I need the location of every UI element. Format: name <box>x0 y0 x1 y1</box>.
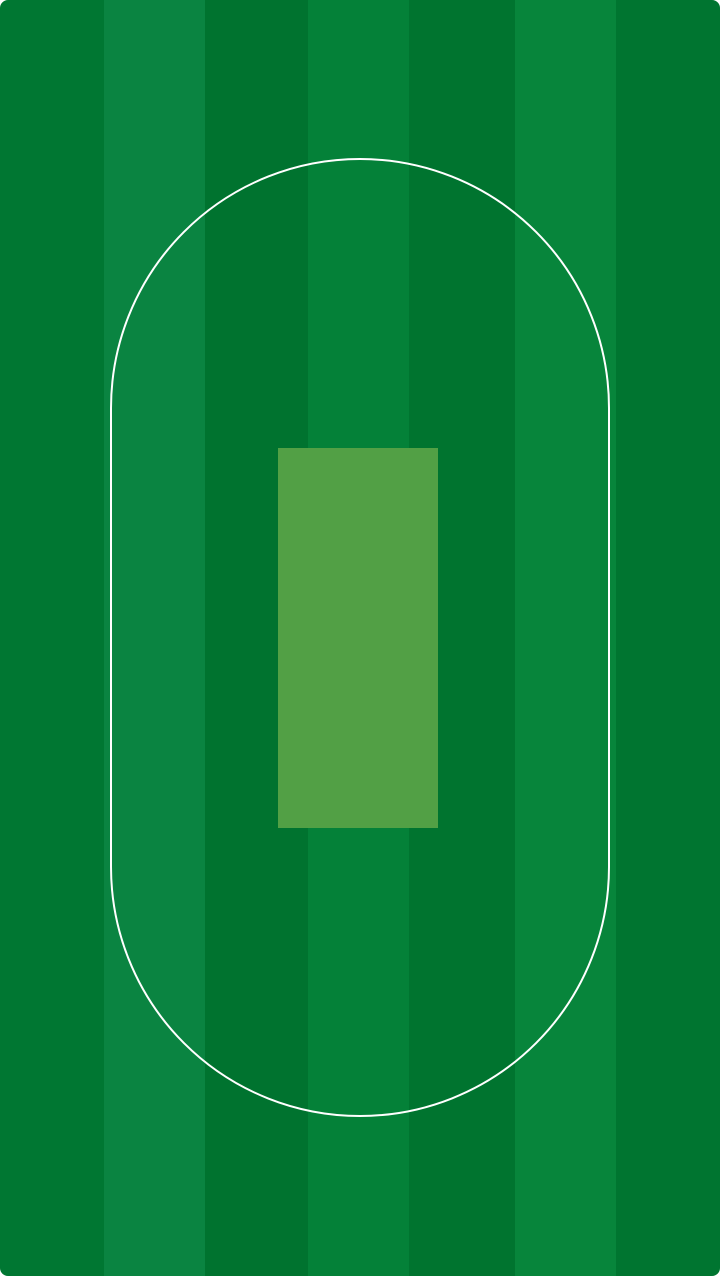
pitch <box>278 448 438 828</box>
grass-stripe <box>616 0 720 1276</box>
grass-stripe <box>515 0 616 1276</box>
grass-stripe <box>0 0 104 1276</box>
grass-stripe <box>104 0 205 1276</box>
boundary-line <box>110 158 610 1117</box>
